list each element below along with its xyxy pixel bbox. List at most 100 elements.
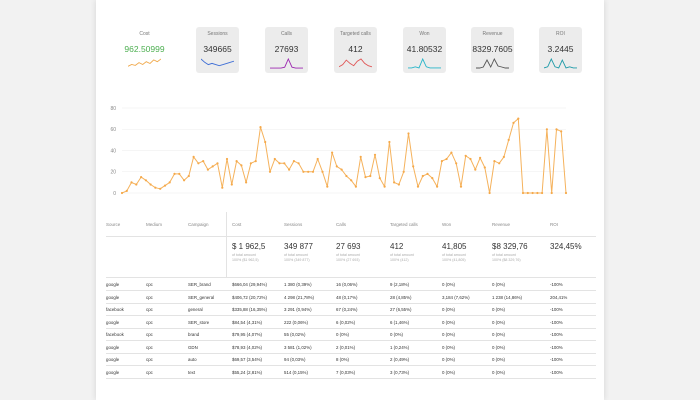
table-row[interactable]: google cpc auto $69,57 (3,54%) 94 (0,03%) 8 (…: [106, 353, 596, 366]
data-point[interactable]: [268, 170, 272, 173]
data-point[interactable]: [378, 177, 381, 180]
data-point[interactable]: [230, 183, 233, 186]
data-point[interactable]: [369, 174, 372, 178]
data-point[interactable]: [307, 170, 310, 173]
data-point[interactable]: [211, 165, 214, 168]
data-point[interactable]: [288, 168, 291, 171]
kpi-card-calls[interactable]: Calls 27693: [265, 27, 308, 73]
data-point[interactable]: [316, 157, 319, 161]
data-point[interactable]: [297, 162, 300, 165]
data-point[interactable]: [163, 184, 167, 187]
table-row[interactable]: google cpc SER_store $84,54 (4,31%) 222 (0,0…: [106, 316, 596, 329]
data-point[interactable]: [140, 176, 143, 179]
data-point[interactable]: [436, 185, 439, 188]
data-point[interactable]: [178, 172, 181, 175]
data-point[interactable]: [373, 153, 377, 156]
data-point[interactable]: [474, 168, 477, 171]
data-point[interactable]: [245, 181, 248, 184]
data-point[interactable]: [440, 160, 443, 163]
data-point[interactable]: [154, 186, 157, 189]
column-header[interactable]: Medium: [146, 222, 163, 227]
data-point[interactable]: [264, 140, 267, 144]
data-point[interactable]: [168, 181, 171, 184]
data-point[interactable]: [354, 185, 357, 188]
column-header[interactable]: ROI: [550, 222, 559, 227]
column-header[interactable]: Targeted calls: [390, 222, 418, 227]
data-point[interactable]: [202, 160, 205, 163]
data-point[interactable]: [259, 126, 262, 129]
data-point[interactable]: [130, 181, 133, 184]
kpi-card-cost[interactable]: Cost 962.50999: [123, 27, 166, 73]
table-row[interactable]: google cpc text $55,24 (2,81%) 514 (0,15%) 7 …: [106, 366, 596, 379]
table-row[interactable]: google cpc SER_brand $666,04 (29,94%) 1 380 …: [106, 278, 596, 291]
data-point[interactable]: [512, 121, 515, 124]
data-point[interactable]: [183, 179, 186, 182]
data-point[interactable]: [240, 164, 243, 167]
column-header[interactable]: Revenue: [492, 222, 511, 227]
kpi-card-roi[interactable]: ROI 3.2445: [539, 27, 582, 73]
data-point[interactable]: [235, 160, 238, 163]
data-point[interactable]: [412, 165, 415, 168]
data-point[interactable]: [187, 174, 190, 178]
column-header[interactable]: Campaign: [188, 222, 209, 227]
column-header[interactable]: Sessions: [284, 222, 303, 227]
data-point[interactable]: [393, 181, 396, 184]
kpi-card-revenue[interactable]: Revenue 8329.7605: [471, 27, 514, 73]
data-point[interactable]: [159, 187, 162, 190]
data-point[interactable]: [149, 183, 152, 186]
data-point[interactable]: [249, 162, 252, 165]
kpi-card-sessions[interactable]: Sessions 349665: [196, 27, 239, 73]
data-point[interactable]: [383, 185, 386, 188]
data-point[interactable]: [502, 155, 505, 158]
data-point[interactable]: [402, 170, 405, 173]
data-point[interactable]: [464, 154, 467, 157]
data-point[interactable]: [345, 174, 348, 178]
data-point[interactable]: [545, 128, 548, 131]
data-point[interactable]: [531, 191, 534, 195]
column-header[interactable]: Cost: [232, 222, 242, 227]
table-row[interactable]: facebook cpc brand $79,95 (4,07%) 55 (0,02%)…: [106, 328, 596, 341]
data-point[interactable]: [359, 155, 362, 158]
data-point[interactable]: [397, 183, 400, 186]
data-point[interactable]: [493, 160, 496, 163]
table-row[interactable]: google cpc SER_general $406,72 (20,72%) 4 29…: [106, 291, 596, 304]
data-point[interactable]: [555, 128, 558, 131]
data-point[interactable]: [388, 140, 391, 144]
data-point[interactable]: [283, 162, 286, 165]
kpi-card-won[interactable]: Won 41.80532: [403, 27, 446, 73]
data-point[interactable]: [144, 179, 147, 182]
column-header[interactable]: Won: [442, 222, 452, 227]
data-point[interactable]: [173, 172, 176, 175]
data-point[interactable]: [273, 157, 276, 161]
data-point[interactable]: [225, 157, 229, 161]
column-header[interactable]: Calls: [336, 222, 347, 227]
data-point[interactable]: [536, 191, 539, 195]
data-point[interactable]: [541, 191, 544, 195]
data-point[interactable]: [120, 191, 124, 195]
data-point[interactable]: [526, 191, 529, 195]
data-point[interactable]: [431, 177, 434, 180]
data-point[interactable]: [321, 170, 324, 173]
data-point[interactable]: [407, 132, 410, 135]
data-point[interactable]: [421, 174, 424, 178]
data-point[interactable]: [206, 168, 209, 171]
data-point[interactable]: [507, 138, 510, 141]
data-point[interactable]: [459, 185, 463, 188]
table-row[interactable]: facebook cpc general $335,88 (16,35%) 3 291 …: [106, 303, 596, 316]
data-point[interactable]: [350, 179, 353, 182]
data-point[interactable]: [335, 165, 338, 168]
data-point[interactable]: [197, 162, 200, 165]
data-point[interactable]: [479, 156, 482, 159]
table-row[interactable]: google cpc GDN $78,93 (4,02%) 3 581 (1,02%) 2…: [106, 341, 596, 354]
data-point[interactable]: [221, 186, 224, 189]
data-point[interactable]: [192, 155, 195, 158]
data-point[interactable]: [292, 160, 295, 163]
data-point[interactable]: [340, 168, 343, 171]
data-point[interactable]: [488, 191, 491, 195]
data-point[interactable]: [550, 191, 553, 195]
data-point[interactable]: [278, 162, 281, 165]
data-point[interactable]: [498, 162, 501, 165]
data-point[interactable]: [483, 166, 486, 169]
data-point[interactable]: [416, 185, 420, 188]
data-point[interactable]: [560, 130, 563, 133]
